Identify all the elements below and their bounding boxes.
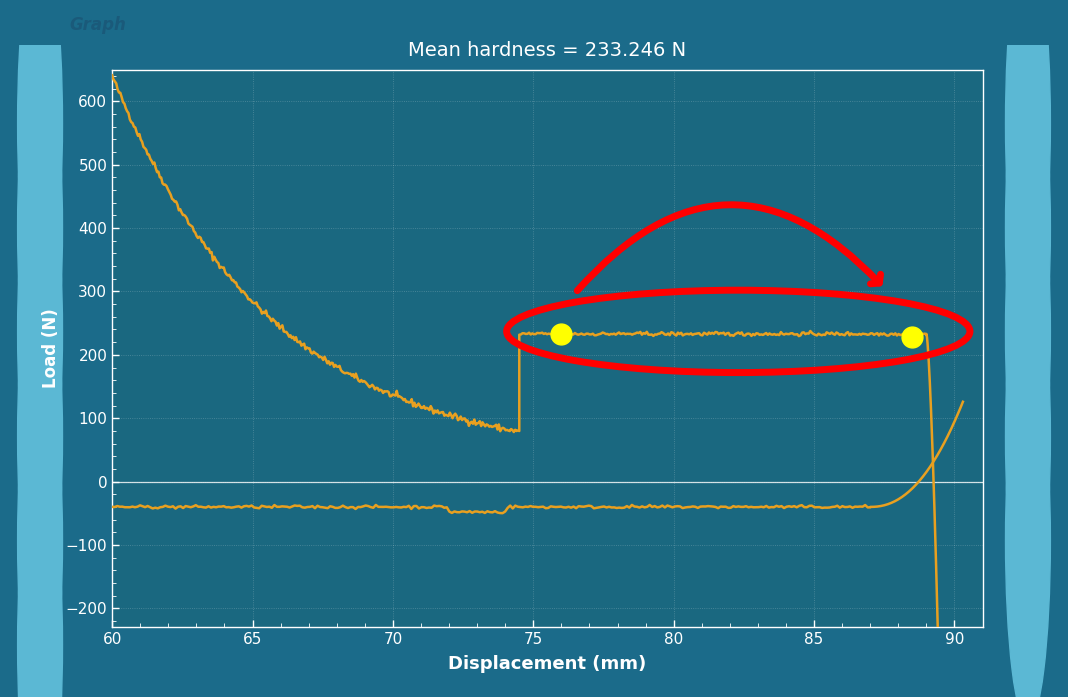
Circle shape [1006,254,1050,619]
Circle shape [1006,150,1050,514]
Circle shape [17,45,62,411]
Title: Mean hardness = 233.246 N: Mean hardness = 233.246 N [408,41,687,60]
Circle shape [17,150,62,514]
Y-axis label: Load (N): Load (N) [42,309,60,388]
Circle shape [17,462,62,697]
X-axis label: Displacement (mm): Displacement (mm) [449,655,646,673]
Text: Graph: Graph [69,16,126,34]
Circle shape [17,254,62,619]
Circle shape [17,0,62,306]
Circle shape [1006,358,1050,697]
Circle shape [1006,0,1050,306]
Circle shape [1006,45,1050,411]
Circle shape [17,358,62,697]
